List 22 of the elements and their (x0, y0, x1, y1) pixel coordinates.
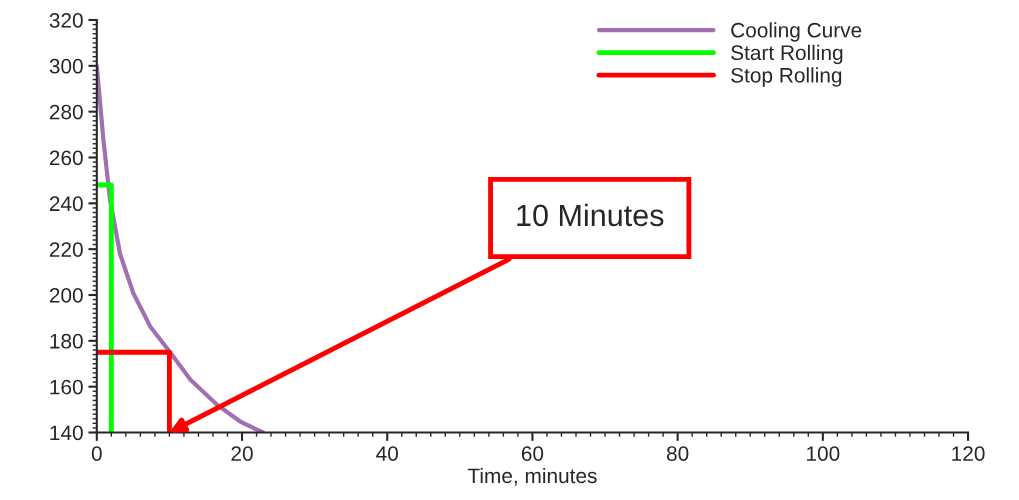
x-tick-label: 20 (231, 446, 253, 461)
y-tick-label: 140 (50, 425, 83, 441)
y-tick-label: 320 (49, 13, 83, 28)
x-tick-label: 100 (807, 446, 840, 461)
x-axis-title: Time, minutes (467, 467, 597, 486)
text: Stop Rolling (731, 67, 842, 87)
text: Cooling Curve (731, 22, 862, 42)
y-tick-label: 280 (49, 104, 83, 120)
annotation: 10 Minutes (517, 203, 664, 227)
y-tick-label: 180 (50, 333, 83, 349)
x-tick-label: 120 (952, 446, 985, 461)
y-tick-label: 160 (50, 379, 83, 395)
y-tick-label: 220 (49, 242, 83, 257)
y-tick-label: 200 (49, 288, 83, 303)
x-tick-label: 60 (521, 446, 544, 461)
x-tick-label: 40 (376, 446, 398, 461)
y-tick-label: 300 (49, 58, 83, 74)
x-tick-label: 0 (91, 446, 102, 461)
text: Start Rolling (731, 44, 843, 65)
y-tick-label: 260 (49, 150, 83, 166)
x-tick-label: 80 (666, 446, 689, 461)
y-tick-label: 240 (49, 196, 83, 212)
